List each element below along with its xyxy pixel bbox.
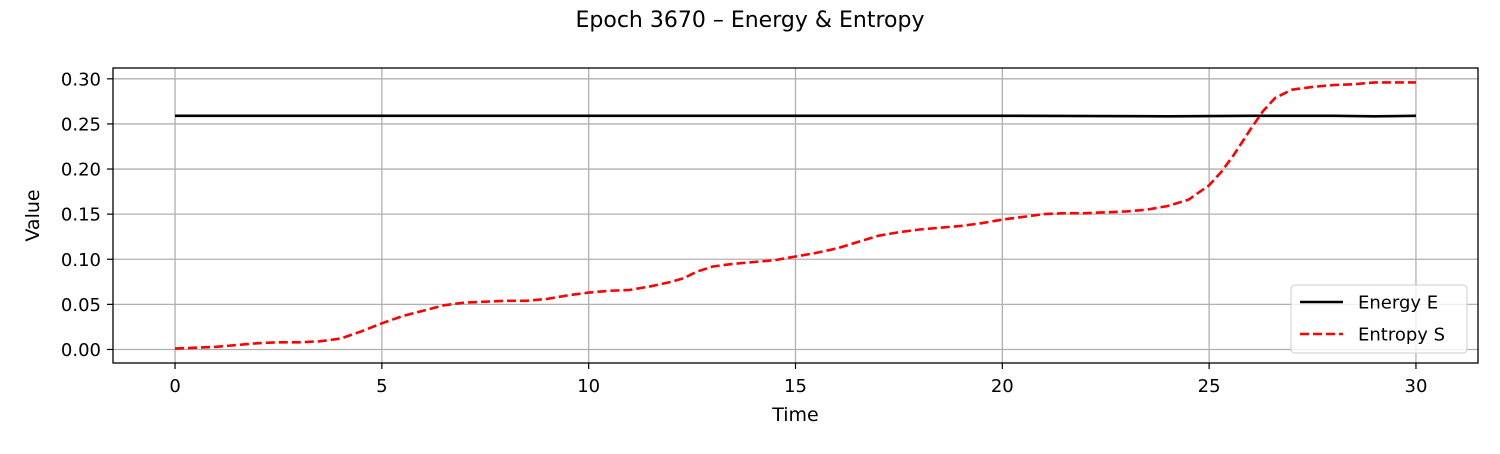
x-tick-label: 10: [577, 376, 600, 397]
legend: Energy E Entropy S: [1290, 284, 1468, 354]
y-tick-label: 0.20: [61, 160, 101, 181]
series-layer: [174, 81, 1417, 350]
series-line-1: [174, 81, 1416, 350]
y-tick-label: 0.30: [61, 69, 101, 90]
x-tick-label: 30: [1405, 376, 1428, 397]
y-tick-label: 0.25: [61, 114, 101, 135]
series-line-0: [175, 114, 1417, 118]
y-tick-label: 0.05: [61, 295, 101, 316]
x-tick-label: 25: [1198, 376, 1221, 397]
y-tick-label: 0.00: [61, 340, 101, 361]
x-tick-label: 5: [376, 376, 387, 397]
tick-layer: 0 5 10 15 20 25 30 0.00 0.05 0.10 0.15 0.20 0.25 0.30: [61, 69, 1427, 397]
legend-label-0: Energy E: [1358, 293, 1438, 314]
y-tick-label: 0.15: [61, 205, 101, 226]
x-tick-label: 15: [784, 376, 807, 397]
x-tick-label: 0: [169, 376, 180, 397]
chart-title: Epoch 3670 – Energy & Entropy: [576, 8, 925, 33]
x-axis-label: Time: [771, 404, 819, 426]
legend-label-1: Entropy S: [1358, 325, 1445, 346]
y-axis-label: Value: [22, 189, 44, 241]
grid-layer: [113, 68, 1478, 363]
y-tick-label: 0.10: [61, 250, 101, 271]
x-tick-label: 20: [991, 376, 1014, 397]
